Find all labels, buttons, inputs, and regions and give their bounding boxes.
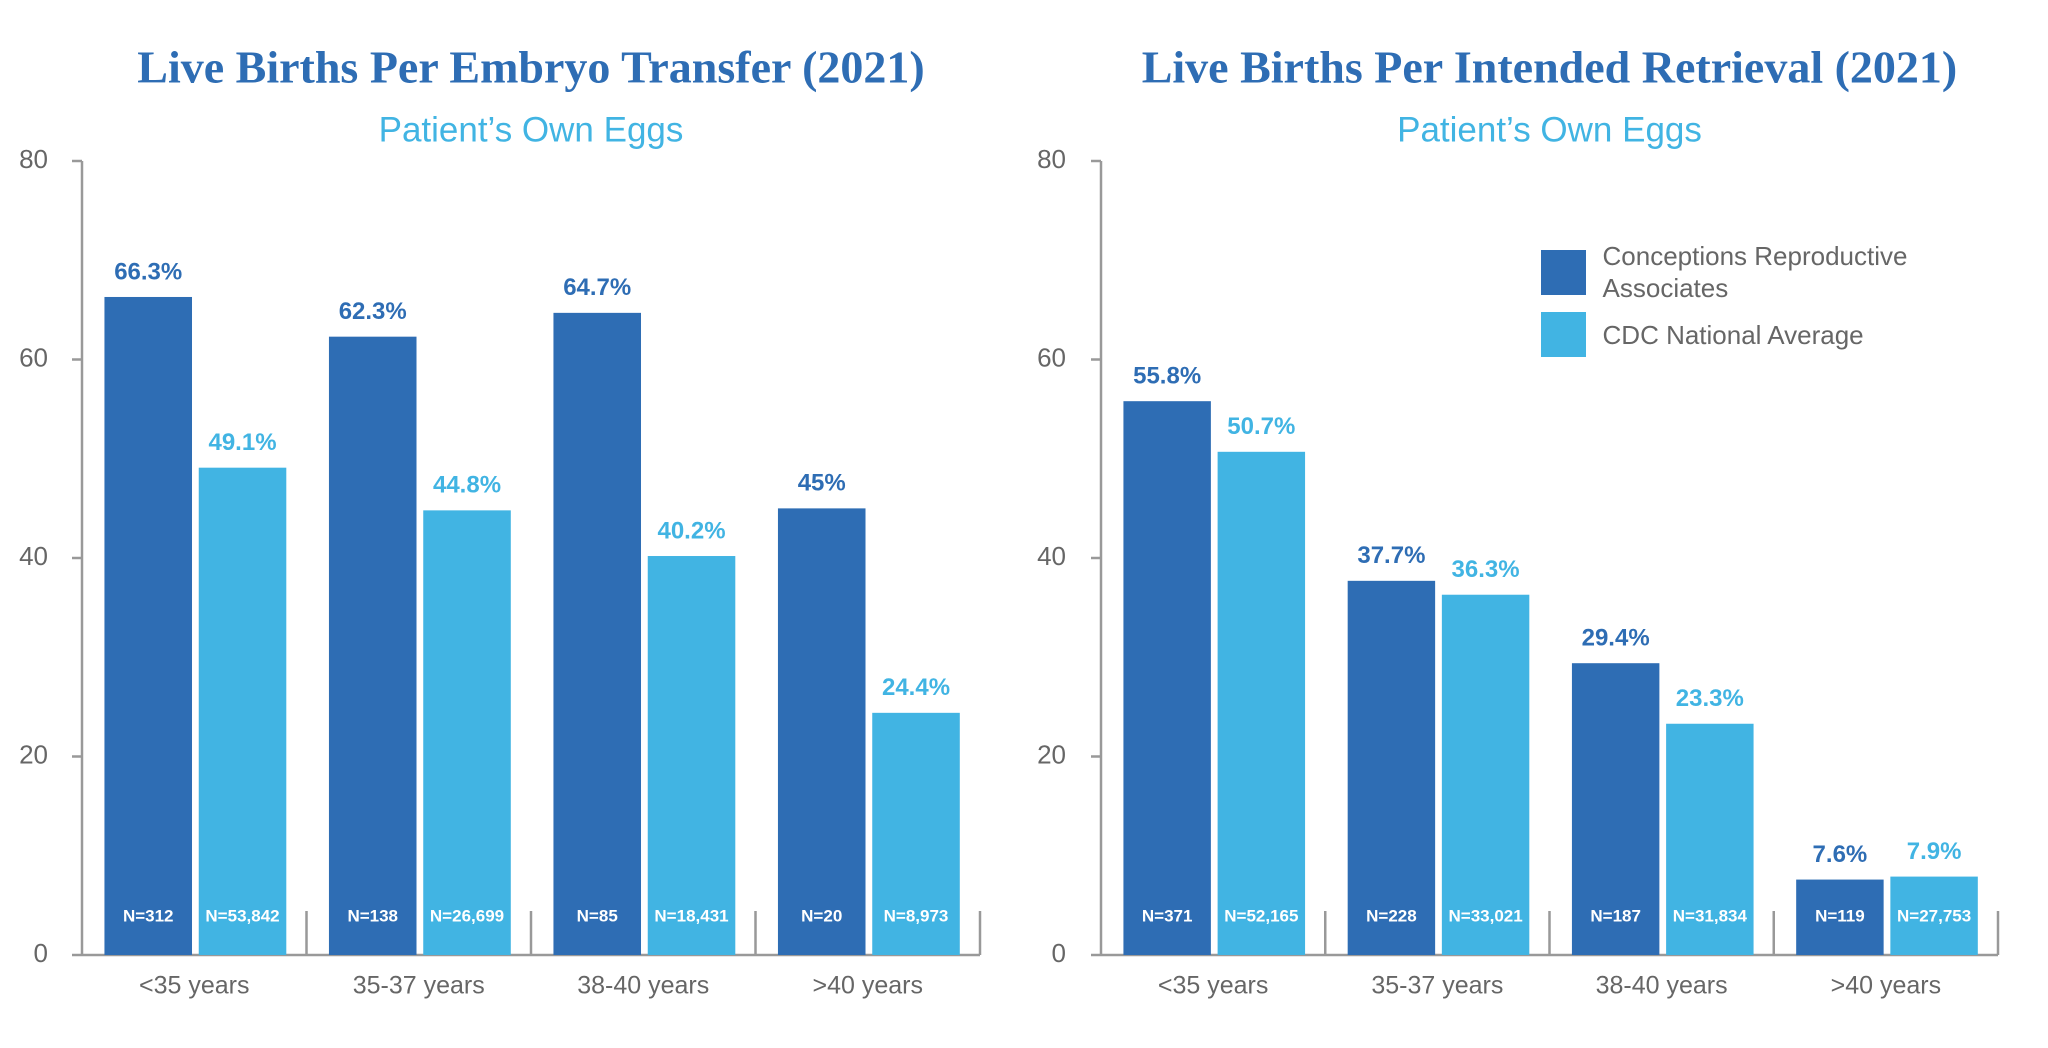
value-label: 64.7% — [563, 274, 631, 301]
n-label: N=8,973 — [884, 906, 949, 925]
y-tick-label: 0 — [34, 938, 48, 968]
n-label: N=26,699 — [430, 906, 504, 925]
x-tick-label: >40 years — [813, 972, 924, 1000]
value-label: 36.3% — [1452, 556, 1520, 583]
n-label: N=52,165 — [1224, 906, 1298, 925]
chart-subtitle: Patient’s Own Eggs — [379, 110, 684, 149]
value-label: 24.4% — [882, 674, 950, 701]
bar — [1571, 663, 1660, 955]
bar — [872, 712, 960, 955]
x-tick-label: 35-37 years — [1371, 972, 1503, 1000]
bar — [1347, 580, 1436, 955]
n-label: N=20 — [801, 906, 842, 925]
legend-swatch — [1540, 249, 1586, 295]
n-label: N=312 — [123, 906, 174, 925]
y-tick-label: 20 — [1037, 739, 1066, 769]
value-label: 44.8% — [433, 472, 501, 499]
value-label: 29.4% — [1582, 625, 1650, 652]
legend-label: Conceptions Reproductive Associates — [1602, 241, 1908, 303]
legend-item: Conceptions Reproductive Associates — [1540, 240, 1963, 304]
value-label: 23.3% — [1676, 685, 1744, 712]
value-label: 37.7% — [1357, 542, 1425, 569]
bar — [1217, 451, 1306, 955]
n-label: N=31,834 — [1673, 906, 1748, 925]
x-tick-label: >40 years — [1831, 972, 1942, 1000]
x-tick-label: <35 years — [1158, 972, 1269, 1000]
value-label: 7.6% — [1813, 841, 1868, 868]
y-tick-label: 60 — [19, 342, 48, 372]
value-label: 45% — [798, 470, 846, 497]
x-tick-label: 38-40 years — [1596, 972, 1728, 1000]
n-label: N=138 — [347, 906, 398, 925]
value-label: 55.8% — [1133, 363, 1201, 390]
y-tick-label: 80 — [19, 144, 48, 174]
bar — [1666, 723, 1754, 955]
legend-item: CDC National Average — [1540, 312, 1963, 357]
x-tick-label: 38-40 years — [577, 972, 709, 1000]
bar — [777, 508, 866, 955]
n-label: N=53,842 — [205, 906, 279, 925]
legend-label: CDC National Average — [1602, 319, 1864, 350]
n-label: N=27,753 — [1897, 906, 1971, 925]
bar — [1123, 401, 1211, 955]
bar — [104, 296, 193, 955]
x-tick-label: <35 years — [139, 972, 250, 1000]
bar — [553, 312, 642, 955]
n-label: N=228 — [1366, 906, 1417, 925]
value-label: 66.3% — [114, 258, 182, 285]
n-label: N=85 — [577, 906, 618, 925]
value-label: 49.1% — [208, 429, 276, 456]
bar — [1441, 594, 1530, 955]
y-tick-label: 60 — [1037, 342, 1066, 372]
y-tick-label: 40 — [1037, 541, 1066, 571]
n-label: N=187 — [1590, 906, 1641, 925]
n-label: N=371 — [1142, 906, 1193, 925]
value-label: 50.7% — [1227, 413, 1295, 440]
n-label: N=33,021 — [1448, 906, 1522, 925]
chart-subtitle: Patient’s Own Eggs — [1397, 110, 1702, 149]
bar — [423, 510, 511, 955]
value-label: 40.2% — [657, 517, 725, 544]
y-tick-label: 0 — [1052, 938, 1066, 968]
y-tick-label: 20 — [19, 739, 48, 769]
n-label: N=119 — [1815, 906, 1865, 925]
bar — [647, 556, 736, 955]
bar — [1796, 879, 1884, 955]
y-tick-label: 40 — [19, 541, 48, 571]
n-label: N=18,431 — [654, 906, 728, 925]
bar — [1890, 876, 1978, 955]
y-tick-label: 80 — [1037, 144, 1066, 174]
value-label: 7.9% — [1907, 838, 1962, 865]
bar — [328, 336, 417, 955]
bar — [198, 467, 287, 955]
chart-title: Live Births Per Embryo Transfer (2021) — [137, 42, 924, 93]
value-label: 62.3% — [339, 298, 407, 325]
chart-title: Live Births Per Intended Retrieval (2021… — [1142, 42, 1958, 93]
legend-swatch — [1540, 312, 1586, 357]
x-tick-label: 35-37 years — [353, 972, 485, 1000]
